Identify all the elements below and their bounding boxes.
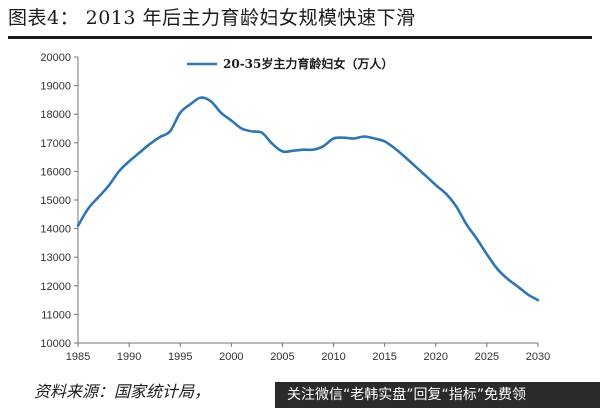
data-point xyxy=(373,137,376,140)
y-tick-label: 10000 xyxy=(40,338,71,350)
data-point xyxy=(312,148,314,151)
y-tick-label: 12000 xyxy=(40,281,71,293)
line-chart: 10000 11000 12000 13000 14000 15000 16000 17000… xyxy=(40,52,550,363)
data-point xyxy=(138,151,141,154)
data-point xyxy=(199,96,202,99)
data-point xyxy=(394,147,396,150)
data-point xyxy=(424,174,427,177)
x-tick-label: 2005 xyxy=(270,351,294,363)
data-point xyxy=(281,150,284,153)
title-divider xyxy=(8,36,592,39)
source-note: 资料来源：国家统计局， xyxy=(34,382,211,401)
data-point xyxy=(383,140,386,143)
data-point xyxy=(302,148,304,151)
x-tick-label: 2000 xyxy=(219,351,243,363)
data-point xyxy=(118,170,120,173)
data-point xyxy=(455,205,458,208)
data-point xyxy=(250,130,253,133)
data-point xyxy=(332,137,335,140)
watermark-banner: 关注微信“老韩实盘”回复“指标”免费领 xyxy=(275,382,600,408)
data-point xyxy=(475,237,478,240)
data-point xyxy=(261,131,263,134)
data-point xyxy=(271,142,274,145)
data-point xyxy=(107,184,110,187)
data-point xyxy=(516,285,519,288)
data-point xyxy=(445,192,447,195)
data-point xyxy=(486,253,488,256)
y-tick-label: 14000 xyxy=(40,224,71,236)
y-tick-label: 16000 xyxy=(40,166,71,178)
data-point xyxy=(97,196,100,199)
data-point xyxy=(496,267,498,270)
x-tick-label: 2025 xyxy=(475,351,499,363)
y-tick-label: 20000 xyxy=(40,52,71,64)
data-point xyxy=(363,135,366,138)
data-point xyxy=(169,130,171,133)
data-point xyxy=(465,223,468,226)
y-tick-label: 13000 xyxy=(40,252,71,264)
data-point xyxy=(526,293,529,296)
x-tick-label: 2015 xyxy=(372,351,396,363)
x-tick-label: 2020 xyxy=(424,351,448,363)
data-point xyxy=(77,224,79,227)
series-line xyxy=(76,96,540,302)
x-tick-label: 1995 xyxy=(168,351,192,363)
data-point xyxy=(414,165,417,168)
x-tick-label: 1985 xyxy=(66,351,90,363)
y-tick-label: 19000 xyxy=(40,81,71,93)
x-tick-label: 1990 xyxy=(117,351,141,363)
data-point xyxy=(291,149,294,152)
data-point xyxy=(128,160,131,163)
y-tick-label: 18000 xyxy=(40,109,71,121)
figure-title: 图表4： 2013 年后主力育龄妇女规模快速下滑 xyxy=(8,7,416,29)
data-point xyxy=(537,299,539,301)
legend-label: 20-35岁主力育龄妇女（万人） xyxy=(223,56,393,71)
data-point xyxy=(322,145,325,148)
data-point xyxy=(404,156,406,158)
data-point xyxy=(230,119,233,122)
data-point xyxy=(87,207,90,210)
data-point xyxy=(189,103,192,106)
data-point xyxy=(220,111,223,114)
data-point xyxy=(210,100,212,103)
data-point xyxy=(179,111,182,114)
data-point xyxy=(240,127,243,130)
data-point xyxy=(342,136,345,139)
x-tick-label: 2030 xyxy=(526,351,550,363)
y-tick-label: 17000 xyxy=(40,138,71,150)
data-point xyxy=(434,184,437,187)
y-tick-label: 11000 xyxy=(41,309,71,321)
data-point xyxy=(158,136,161,138)
data-point xyxy=(148,143,151,146)
data-point xyxy=(353,137,355,140)
data-point xyxy=(506,277,509,280)
x-tick-label: 2010 xyxy=(321,351,345,363)
y-tick-label: 15000 xyxy=(40,195,71,207)
